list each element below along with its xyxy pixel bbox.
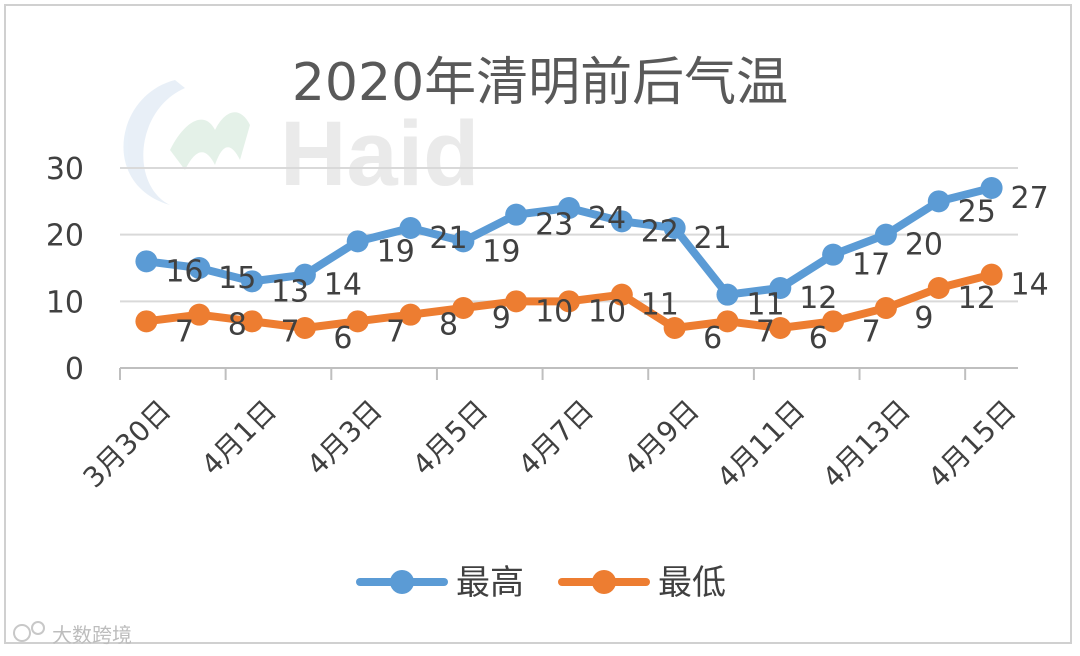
data-point (822, 310, 845, 333)
x-tick-label: 4月15日 (922, 394, 1023, 495)
data-point (980, 263, 1003, 286)
data-point (452, 297, 475, 319)
y-axis: 0 10 20 30 (46, 152, 84, 387)
data-point (610, 210, 633, 233)
data-point (505, 203, 528, 226)
chart-title: 2020年清明前后气温 (292, 53, 788, 113)
data-label: 14 (324, 268, 362, 303)
data-point (241, 270, 264, 293)
data-label: 7 (756, 314, 775, 349)
data-point (927, 277, 950, 299)
data-label: 17 (852, 248, 890, 283)
data-point (452, 230, 475, 253)
data-point (558, 290, 580, 313)
y-tick-label: 20 (46, 219, 84, 254)
x-tick-label: 4月7日 (512, 394, 600, 482)
data-label: 13 (271, 274, 309, 309)
data-label: 23 (535, 208, 573, 243)
legend-label: 最低 (658, 563, 726, 603)
data-point (558, 197, 580, 219)
data-label: 11 (641, 288, 679, 323)
data-point (769, 317, 792, 339)
data-label: 6 (703, 321, 722, 356)
data-label: 21 (429, 221, 467, 256)
data-point (874, 223, 897, 246)
data-point (716, 283, 739, 306)
data-label: 20 (905, 228, 943, 263)
data-label: 11 (746, 288, 784, 323)
data-point (346, 230, 369, 253)
data-point (822, 243, 845, 266)
data-point (135, 310, 158, 333)
footer-text: 大数跨境 (52, 623, 132, 647)
x-tick-label: 4月5日 (406, 394, 494, 482)
series-group (135, 177, 1003, 339)
data-point (399, 303, 422, 326)
watermark-logo: Haid (123, 80, 479, 205)
data-point (505, 290, 528, 313)
data-label: 12 (958, 281, 996, 316)
data-label: 6 (809, 321, 828, 356)
data-label: 21 (694, 221, 732, 256)
data-label: 10 (588, 294, 626, 329)
data-point (188, 257, 211, 279)
data-point (663, 317, 686, 339)
data-label: 10 (535, 294, 573, 329)
data-point (610, 283, 633, 306)
data-label: 14 (1010, 268, 1048, 303)
data-label: 19 (482, 234, 520, 269)
data-label: 7 (281, 314, 300, 349)
data-label: 24 (588, 201, 626, 236)
x-axis: 3月30日 4月1日 4月3日 4月5日 4月7日 4月9日 4月11日 4月13日 4月15日 (77, 367, 1023, 495)
data-label: 25 (958, 194, 996, 229)
data-label: 15 (218, 261, 256, 296)
chart-frame (4, 4, 1072, 644)
x-tick-label: 4月11日 (711, 394, 812, 495)
data-point (346, 310, 369, 333)
legend-marker (592, 570, 616, 594)
footer-logo-icon (13, 624, 31, 642)
x-tick-label: 3月30日 (77, 394, 178, 495)
x-tick-label: 4月1日 (195, 394, 283, 482)
data-point (241, 310, 264, 333)
y-tick-label: 0 (65, 352, 84, 387)
y-tick-label: 10 (46, 285, 84, 320)
data-point (399, 217, 422, 239)
footer-watermark: 大数跨境 (13, 621, 132, 647)
data-point (769, 277, 792, 299)
data-point (980, 177, 1003, 199)
data-label: 27 (1010, 181, 1048, 216)
data-point (927, 190, 950, 213)
data-point (135, 250, 158, 273)
data-point (293, 263, 316, 286)
legend: 最高 最低 (356, 563, 726, 603)
watermark-brand: Haid (280, 103, 479, 205)
data-label: 9 (492, 301, 511, 336)
x-tick-label: 4月9日 (617, 394, 705, 482)
data-point (293, 317, 316, 339)
data-label: 7 (175, 314, 194, 349)
data-point (188, 303, 211, 326)
x-tick-label: 4月3日 (301, 394, 389, 482)
legend-marker (390, 570, 414, 594)
x-tick-label: 4月13日 (816, 394, 917, 495)
data-label: 6 (333, 321, 352, 356)
data-point (716, 310, 739, 333)
data-label: 8 (228, 308, 247, 343)
data-label: 8 (439, 308, 458, 343)
data-point (874, 297, 897, 319)
data-label: 9 (914, 301, 933, 336)
data-label: 19 (377, 234, 415, 269)
legend-label: 最高 (456, 563, 524, 603)
y-tick-label: 30 (46, 152, 84, 187)
data-label: 7 (386, 314, 405, 349)
data-point (663, 217, 686, 239)
data-label: 22 (641, 214, 679, 249)
data-label: 16 (165, 254, 203, 289)
data-label: 12 (799, 281, 837, 316)
data-label: 7 (862, 314, 881, 349)
